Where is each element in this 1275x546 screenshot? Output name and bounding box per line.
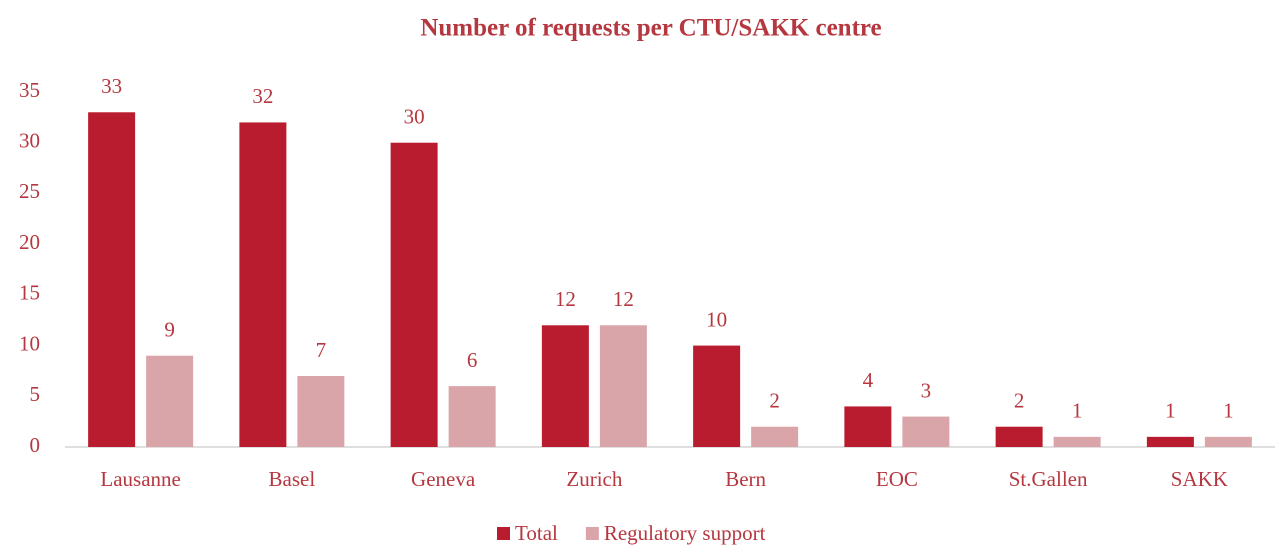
y-tick-label: 30: [19, 129, 40, 153]
legend-label: Total: [515, 521, 558, 545]
x-tick-label: Bern: [725, 467, 766, 491]
legend-label: Regulatory support: [604, 521, 766, 545]
bar: [146, 355, 194, 447]
bar: [1053, 436, 1101, 447]
data-label: 32: [252, 84, 273, 108]
x-tick-label: SAKK: [1171, 467, 1228, 491]
x-tick-label: Basel: [269, 467, 316, 491]
y-tick-label: 10: [19, 331, 40, 355]
x-tick-label: Geneva: [411, 467, 476, 491]
x-tick-label: St.Gallen: [1009, 467, 1088, 491]
bar: [239, 122, 287, 447]
x-tick-label: Lausanne: [100, 467, 180, 491]
data-label: 9: [164, 318, 175, 342]
bar: [599, 325, 647, 447]
bar: [693, 345, 741, 447]
data-label: 10: [706, 307, 727, 331]
legend-swatch: [497, 527, 510, 540]
x-tick-label: EOC: [876, 467, 918, 491]
data-label: 1: [1165, 399, 1176, 423]
data-label: 1: [1223, 399, 1234, 423]
bar: [844, 406, 892, 447]
data-label: 12: [555, 287, 576, 311]
bar: [88, 112, 136, 448]
chart-title: Number of requests per CTU/SAKK centre: [420, 15, 881, 42]
bar: [297, 376, 345, 447]
y-tick-label: 20: [19, 230, 40, 254]
bar: [390, 142, 438, 447]
bar: [1204, 436, 1252, 447]
data-label: 7: [316, 338, 327, 362]
x-tick-label: Zurich: [566, 467, 622, 491]
legend-swatch: [585, 527, 599, 540]
y-tick-label: 15: [19, 281, 40, 305]
bar: [751, 426, 799, 447]
data-label: 12: [613, 287, 634, 311]
data-label: 2: [1014, 389, 1025, 413]
data-label: 6: [467, 348, 478, 372]
bar: [1146, 436, 1194, 447]
data-label: 3: [921, 378, 932, 402]
y-tick-label: 25: [19, 179, 40, 203]
data-label: 30: [404, 105, 425, 129]
bar: [902, 416, 950, 447]
data-label: 2: [769, 389, 780, 413]
y-tick-label: 0: [30, 433, 41, 457]
y-tick-label: 5: [30, 382, 41, 406]
y-tick-label: 35: [19, 78, 40, 102]
data-label: 4: [863, 368, 874, 392]
bar: [448, 386, 496, 447]
bar: [995, 426, 1043, 447]
data-label: 1: [1072, 399, 1083, 423]
data-label: 33: [101, 74, 122, 98]
bar: [541, 325, 589, 447]
